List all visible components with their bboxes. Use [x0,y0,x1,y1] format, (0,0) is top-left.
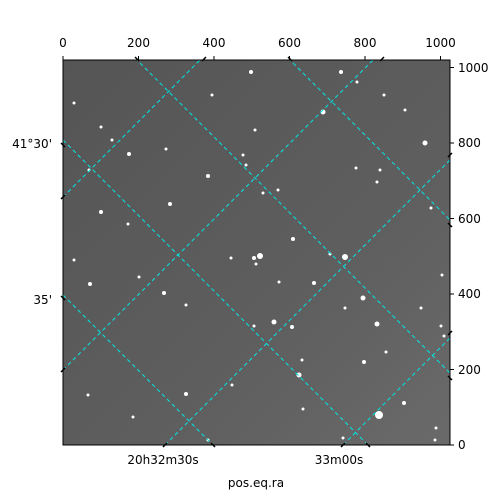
ra-grid-line [164,159,450,445]
ra-grid-line [63,60,201,198]
top-tick-label: 200 [127,36,150,50]
coordinate-grid [63,60,450,445]
wcs-edge-ticks [60,56,453,448]
image-frame [62,59,451,446]
dec-grid-line [136,60,450,374]
top-tick-label: 800 [354,36,377,50]
right-axis-labels: 0 200 400 600 800 1000 [458,61,489,452]
right-tick-label: 800 [458,136,481,150]
ra-grid-line [342,337,450,445]
dec-tick-label: 41°30' [12,137,52,151]
top-axis-labels: 0 200 400 600 800 1000 [59,36,456,50]
right-tick-label: 400 [458,287,481,301]
right-tick-label: 600 [458,212,481,226]
ra-tick-label: 33m00s [315,453,363,467]
dec-grid-line [63,139,369,445]
right-tick-label: 200 [458,363,481,377]
sky-image [63,60,450,445]
right-axis-ticks [450,67,454,446]
top-tick-label: 600 [278,36,301,50]
right-tick-label: 1000 [458,61,489,75]
top-tick-label: 0 [59,36,67,50]
ra-grid-line [63,60,374,371]
ra-tick-label: 20h32m30s [127,453,198,467]
bottom-axis-title: pos.eq.ra [228,476,284,490]
right-tick-label: 0 [458,438,466,452]
dec-grid-line [63,294,214,445]
dec-tick-label: 35' [33,293,52,307]
top-tick-label: 1000 [425,36,456,50]
dec-grid-line [289,60,450,221]
top-tick-label: 400 [203,36,226,50]
left-axis-labels: 41°30' 35' [12,137,52,307]
bottom-axis-labels: 20h32m30s 33m00s [127,453,363,467]
star-field [72,70,446,442]
